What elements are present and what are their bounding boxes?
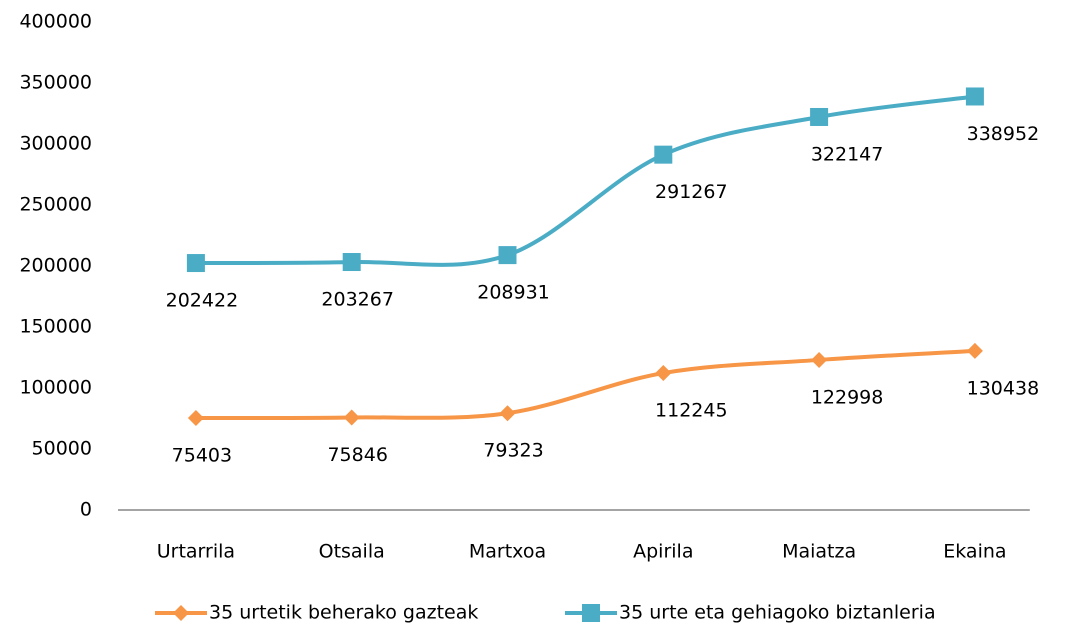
x-tick-label: Ekaina <box>943 541 1006 563</box>
y-tick-label: 50000 <box>32 438 92 460</box>
data-point <box>499 405 516 422</box>
y-tick-label: 100000 <box>19 377 92 399</box>
data-label: 75403 <box>172 445 232 467</box>
legend-label: 35 urtetik beherako gazteak <box>209 602 478 624</box>
y-tick-label: 250000 <box>19 194 92 216</box>
data-point <box>966 342 983 359</box>
y-tick-label: 0 <box>80 499 92 521</box>
legend-marker <box>173 605 189 621</box>
data-point <box>342 253 361 272</box>
x-tick-label: Apirila <box>633 541 693 563</box>
legend-marker <box>582 604 600 622</box>
data-point <box>810 107 829 126</box>
data-point <box>811 351 828 368</box>
data-label: 202422 <box>166 290 239 312</box>
data-label: 291267 <box>655 181 728 203</box>
data-label: 122998 <box>811 386 884 408</box>
data-label: 203267 <box>321 289 394 311</box>
data-label: 208931 <box>477 282 550 304</box>
y-tick-label: 200000 <box>19 255 92 277</box>
series-line <box>195 94 976 267</box>
y-tick-label: 150000 <box>19 316 92 338</box>
legend-label: 35 urte eta gehiagoko biztanleria <box>619 602 936 624</box>
x-tick-label: Otsaila <box>319 541 385 563</box>
data-point <box>186 254 205 273</box>
data-label: 112245 <box>655 400 728 422</box>
data-point <box>343 409 360 426</box>
y-tick-label: 350000 <box>19 72 92 94</box>
x-tick-label: Urtarrila <box>157 541 235 563</box>
x-tick-label: Martxoa <box>469 541 546 563</box>
data-point <box>654 145 673 164</box>
data-point <box>655 365 672 382</box>
data-point <box>965 87 984 106</box>
series-line <box>195 348 976 421</box>
y-tick-label: 300000 <box>19 133 92 155</box>
data-point <box>498 246 517 265</box>
data-label: 75846 <box>327 444 387 466</box>
data-label: 338952 <box>967 123 1040 145</box>
data-label: 322147 <box>811 143 884 165</box>
x-tick-label: Maiatza <box>782 541 856 563</box>
data-label: 130438 <box>967 377 1040 399</box>
data-label: 79323 <box>483 440 543 462</box>
y-tick-label: 400000 <box>19 11 92 33</box>
data-point <box>187 410 204 427</box>
